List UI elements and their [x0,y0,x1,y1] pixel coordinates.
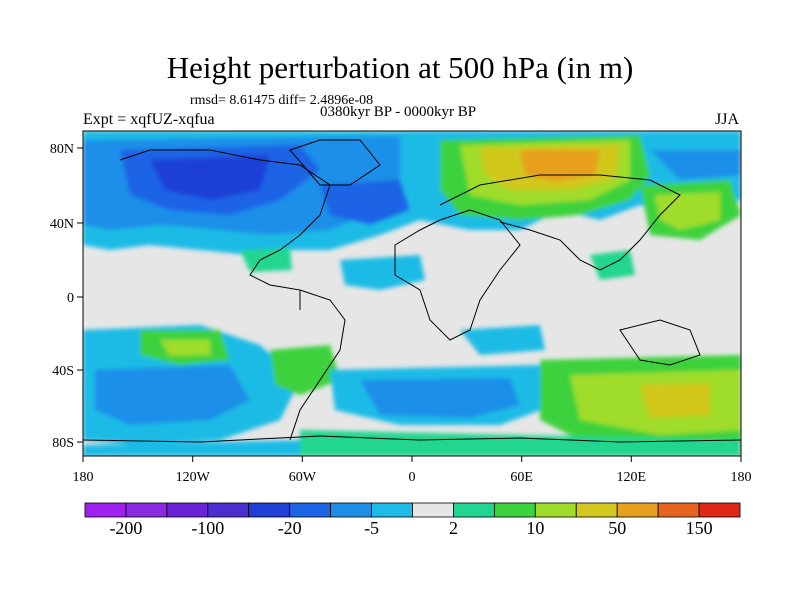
lon-tick-label: 120W [176,470,211,485]
lat-tick-labels: 80N 40N 0 40S 80S [50,142,83,451]
colorbar-label: -100 [191,518,224,538]
colorbar-swatch [657,502,700,518]
colorbar-swatch [125,502,168,518]
colorbar-swatch [330,502,372,518]
period-label: 0380kyr BP - 0000kyr BP [320,104,477,120]
colorbar-swatch [493,502,536,518]
lat-tick-label: 80S [52,436,74,451]
colorbar-swatch [698,502,741,518]
lon-tick-label: 60W [289,470,317,485]
lat-tick-label: 80N [50,142,74,157]
lon-tick-label: 0 [409,470,416,485]
colorbar-swatch [248,502,291,518]
lat-tick-label: 40N [50,217,74,232]
stats-line: rmsd= 8.61475 diff= 2.4896e-08 [190,93,374,108]
colorbar-swatch [289,502,332,518]
lat-tick-label: 0 [67,291,74,306]
colorbar: -200 -100 -20 -5 2 10 50 150 [84,502,741,538]
season-label: JJA [715,111,740,128]
experiment-label: Expt = xqfUZ-xqfua [83,111,215,128]
lon-tick-label: 180 [73,470,94,485]
colorbar-swatch [371,502,413,518]
colorbar-swatch [616,502,659,518]
lat-tick-label: 40S [52,364,74,379]
colorbar-label: 2 [449,518,458,538]
coastlines [83,139,741,443]
colorbar-swatch [84,502,127,518]
colorbar-label: -200 [109,518,142,538]
colorbar-label: -5 [364,518,379,538]
colorbar-swatch [453,502,495,518]
colorbar-label: -20 [278,518,302,538]
colorbar-swatch [207,502,250,518]
colorbar-swatch [166,502,209,518]
colorbar-label: 10 [526,518,544,538]
colorbar-swatch [412,502,454,518]
colorbar-label: 50 [608,518,626,538]
map-title: Height perturbation at 500 hPa (in m) [166,50,634,85]
lon-tick-labels: 180 120W 60W 0 60E 120E 180 [73,456,752,485]
colorbar-swatch [575,502,618,518]
lon-tick-label: 120E [617,470,647,485]
lon-tick-label: 60E [510,470,533,485]
field-layer [83,131,741,456]
colorbar-label: 150 [686,518,713,538]
lon-tick-label: 180 [731,470,752,485]
colorbar-swatch [534,502,577,518]
